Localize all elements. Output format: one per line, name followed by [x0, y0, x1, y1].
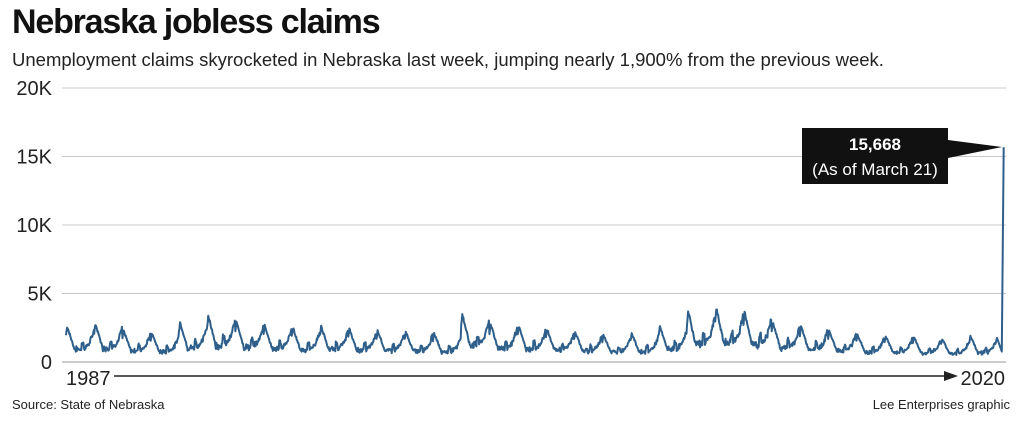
series-layer: [65, 147, 1005, 356]
x-axis-start-label: 1987: [66, 368, 111, 390]
x-axis-end-label: 2020: [961, 368, 1006, 390]
callout-note: (As of March 21): [812, 160, 938, 179]
chart-title: Nebraska jobless claims: [12, 3, 381, 41]
value-callout: 15,668 (As of March 21): [802, 128, 1002, 184]
chart-subtitle: Unemployment claims skyrocketed in Nebra…: [12, 49, 884, 70]
callout-box: [802, 128, 1002, 184]
y-axis-ticks: 0 5K 10K 15K 20K: [16, 78, 52, 374]
y-tick-label: 15K: [16, 147, 52, 169]
x-axis-arrowhead: [944, 371, 958, 381]
claims-series-line: [65, 147, 1005, 356]
y-tick-label: 0: [41, 352, 52, 374]
y-tick-label: 10K: [16, 215, 52, 237]
y-tick-label: 20K: [16, 78, 52, 100]
source-note: Source: State of Nebraska: [12, 397, 165, 412]
callout-value: 15,668: [849, 135, 901, 154]
credit-note: Lee Enterprises graphic: [872, 397, 1010, 412]
y-tick-label: 5K: [28, 284, 53, 306]
